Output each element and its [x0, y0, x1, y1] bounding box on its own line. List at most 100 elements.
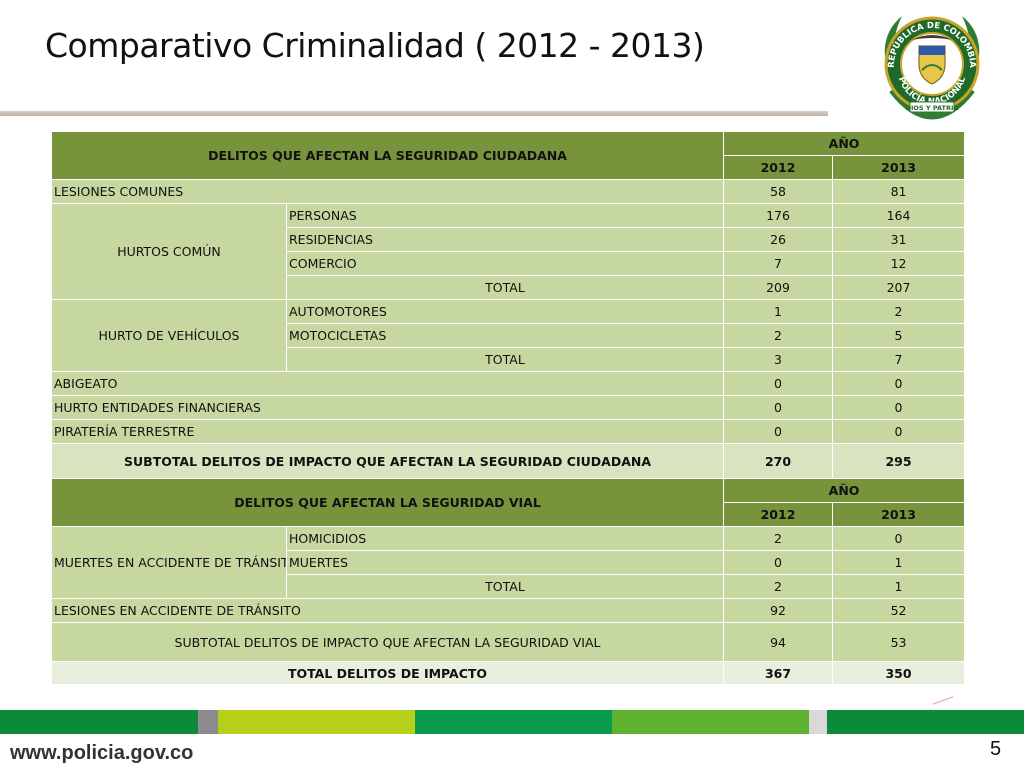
value-2012: 0: [723, 395, 834, 420]
year-row: 2012 2013: [52, 155, 966, 180]
row-label: RESIDENCIAS: [285, 227, 725, 252]
subtotal-label: SUBTOTAL DELITOS DE IMPACTO QUE AFECTAN …: [50, 622, 725, 662]
table-row: HURTO DE VEHÍCULOS AUTOMOTORES 1 2: [51, 299, 966, 372]
row-label: MOTOCICLETAS: [285, 323, 725, 348]
year-2012-header: 2012: [723, 155, 834, 180]
table-row: ABIGEATO 0 0: [50, 371, 966, 396]
page-number: 5: [990, 738, 1002, 760]
subtotal-row: SUBTOTAL DELITOS DE IMPACTO QUE AFECTAN …: [50, 443, 966, 479]
row-label: HOMICIDIOS: [285, 526, 725, 551]
value-2012: 94: [723, 622, 834, 662]
value-2012: 2: [723, 323, 834, 348]
value-2013: 7: [832, 347, 966, 372]
table-row: HURTO ENTIDADES FINANCIERAS 0 0: [50, 395, 966, 420]
row-label: COMERCIO: [285, 251, 725, 276]
website-link[interactable]: www.policia.gov.co: [10, 742, 194, 764]
group-label: MUERTES EN ACCIDENTE DE TRÁNSITO: [51, 526, 287, 599]
section-header: DELITOS QUE AFECTAN LA SEGURIDAD CIUDADA…: [50, 131, 725, 180]
value-2012: 58: [723, 179, 834, 204]
table-row: RESIDENCIAS 26 31: [52, 227, 966, 252]
row-label: AUTOMOTORES: [285, 299, 725, 324]
section-header-row: DELITOS QUE AFECTAN LA SEGURIDAD VIAL AÑ…: [50, 478, 966, 527]
table-row: LESIONES EN ACCIDENTE DE TRÁNSITO 92 52: [50, 598, 966, 623]
value-2012: 3: [723, 347, 834, 372]
value-2013: 52: [832, 598, 966, 623]
subtotal-row: SUBTOTAL DELITOS DE IMPACTO QUE AFECTAN …: [50, 622, 966, 662]
value-2013: 12: [832, 251, 966, 276]
table-row: TOTAL 2 1: [52, 574, 966, 599]
value-2012: 209: [723, 275, 834, 300]
row-label: ABIGEATO: [50, 371, 725, 396]
value-2012: 0: [723, 371, 834, 396]
section-header: DELITOS QUE AFECTAN LA SEGURIDAD VIAL: [50, 478, 725, 527]
table-row: HURTOS COMÚN PERSONAS 176 164: [51, 203, 966, 300]
value-2012: 176: [723, 203, 834, 228]
table-row: MUERTES 0 1: [52, 550, 966, 575]
footer-segment: [415, 710, 612, 734]
table-row: MOTOCICLETAS 2 5: [52, 323, 966, 348]
year-header: AÑO: [723, 478, 966, 503]
value-2013: 164: [832, 203, 966, 228]
grand-total-row: TOTAL DELITOS DE IMPACTO 367 350: [50, 661, 966, 685]
row-label: LESIONES COMUNES: [50, 179, 725, 204]
year-row: 2012 2013: [52, 502, 966, 527]
row-label: HURTO ENTIDADES FINANCIERAS: [50, 395, 725, 420]
table-row: TOTAL 209 207: [52, 275, 966, 300]
value-2013: 81: [832, 179, 966, 204]
value-2012: 1: [723, 299, 834, 324]
row-label: MUERTES: [285, 550, 725, 575]
year-2013-header: 2013: [832, 502, 966, 527]
footer-segment: [218, 710, 415, 734]
footer-segment: [0, 710, 198, 734]
year-header: AÑO: [723, 131, 966, 156]
row-label: PIRATERÍA TERRESTRE: [50, 419, 725, 444]
value-2013: 350: [832, 661, 966, 685]
value-2013: 207: [832, 275, 966, 300]
footer-segment: [612, 710, 809, 734]
value-2013: 2: [832, 299, 966, 324]
grand-total-label: TOTAL DELITOS DE IMPACTO: [50, 661, 725, 685]
subtotal-label: SUBTOTAL DELITOS DE IMPACTO QUE AFECTAN …: [50, 443, 725, 479]
table-row: TOTAL 3 7: [52, 347, 966, 372]
value-2013: 5: [832, 323, 966, 348]
value-2013: 0: [832, 419, 966, 444]
value-2013: 53: [832, 622, 966, 662]
footer-color-bar: [0, 710, 1024, 734]
value-2013: 0: [832, 371, 966, 396]
group-label: HURTOS COMÚN: [51, 203, 287, 300]
title-divider: [0, 111, 828, 116]
value-2012: 7: [723, 251, 834, 276]
value-2013: 0: [832, 395, 966, 420]
row-label: LESIONES EN ACCIDENTE DE TRÁNSITO: [50, 598, 725, 623]
total-label: TOTAL: [285, 347, 725, 372]
value-2013: 31: [832, 227, 966, 252]
value-2013: 0: [832, 526, 966, 551]
crime-comparison-table: DELITOS QUE AFECTAN LA SEGURIDAD CIUDADA…: [50, 131, 966, 685]
year-2012-header: 2012: [723, 502, 834, 527]
value-2012: 0: [723, 550, 834, 575]
value-2012: 2: [723, 574, 834, 599]
table-row: MUERTES EN ACCIDENTE DE TRÁNSITO HOMICID…: [51, 526, 966, 599]
footer-segment: [809, 710, 827, 734]
group-label: HURTO DE VEHÍCULOS: [51, 299, 287, 372]
total-label: TOTAL: [285, 574, 725, 599]
value-2013: 295: [832, 443, 966, 479]
row-label: PERSONAS: [285, 203, 725, 228]
value-2012: 26: [723, 227, 834, 252]
value-2013: 1: [832, 550, 966, 575]
decorative-stroke: [932, 696, 954, 705]
crest-icon: REPÚBLICA DE COLOMBIA POLICÍA NACIONAL D…: [875, 7, 989, 121]
svg-text:DIOS Y PATRIA: DIOS Y PATRIA: [906, 104, 959, 112]
value-2013: 1: [832, 574, 966, 599]
year-2013-header: 2013: [832, 155, 966, 180]
page-title: Comparativo Criminalidad ( 2012 - 2013): [45, 26, 705, 65]
footer-segment: [827, 710, 1024, 734]
value-2012: 2: [723, 526, 834, 551]
table-row: LESIONES COMUNES 58 81: [50, 179, 966, 204]
footer-segment: [198, 710, 218, 734]
value-2012: 92: [723, 598, 834, 623]
value-2012: 367: [723, 661, 834, 685]
total-label: TOTAL: [285, 275, 725, 300]
table-row: PIRATERÍA TERRESTRE 0 0: [50, 419, 966, 444]
value-2012: 0: [723, 419, 834, 444]
